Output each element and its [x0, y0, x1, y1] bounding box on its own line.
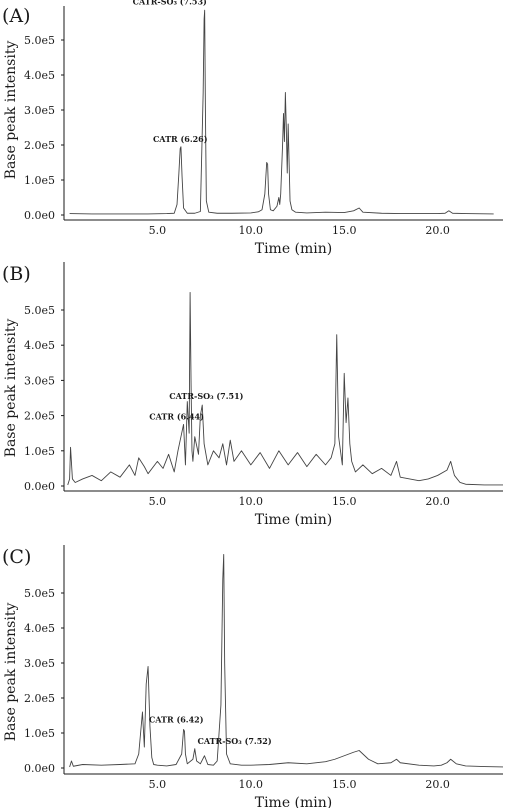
- peak-annotation: CATR-SO₃ (7.51): [169, 391, 243, 401]
- x-tick-label: 5.0: [149, 495, 167, 508]
- y-axis-title: Base peak intensity: [3, 319, 19, 458]
- y-tick-label: 4.0e5: [24, 339, 55, 352]
- x-tick-label: 10.0: [239, 224, 264, 237]
- chromatogram-trace: [67, 291, 503, 486]
- y-tick-label: 2.0e5: [24, 139, 55, 152]
- y-tick-label: 2.0e5: [24, 410, 55, 423]
- y-tick-label: 5.0e5: [24, 587, 55, 600]
- panel-label: (A): [2, 5, 31, 27]
- chart-panel-c: (C) 0.0e0 1.0e5 2.0e5 3.0e5 4.0e5 5.0e5 5.0 10.0…: [2, 545, 504, 808]
- chromatogram-trace: [69, 554, 504, 768]
- y-tick-label: 0.0e0: [24, 209, 55, 222]
- y-tick-label: 3.0e5: [24, 374, 55, 387]
- y-tick-label: 0.0e0: [24, 762, 55, 775]
- x-tick-label: 20.0: [425, 778, 450, 791]
- chromatogram-trace: [69, 9, 494, 215]
- y-tick-label: 2.0e5: [24, 692, 55, 705]
- y-tick-label: 1.0e5: [24, 445, 55, 458]
- peak-annotation: CATR (6.42): [149, 715, 204, 725]
- y-tick-label: 5.0e5: [24, 34, 55, 47]
- peak-annotation: CATR-SO₃ (7.53): [133, 0, 207, 6]
- x-axis-title: Time (min): [255, 512, 333, 528]
- y-tick-label: 0.0e0: [24, 480, 55, 493]
- peak-annotation: CATR (6.44): [149, 411, 204, 421]
- x-tick-label: 10.0: [239, 778, 264, 791]
- peak-annotation: CATR (6.26): [153, 134, 208, 144]
- x-tick-label: 15.0: [332, 224, 357, 237]
- y-tick-label: 3.0e5: [24, 657, 55, 670]
- x-tick-label: 20.0: [425, 495, 450, 508]
- y-tick-label: 3.0e5: [24, 104, 55, 117]
- x-axis-title: Time (min): [255, 795, 333, 808]
- x-tick-label: 20.0: [425, 224, 450, 237]
- x-axis-title: Time (min): [255, 241, 333, 257]
- x-tick-label: 10.0: [239, 495, 264, 508]
- x-tick-label: 15.0: [332, 778, 357, 791]
- y-axis-title: Base peak intensity: [3, 41, 19, 180]
- peak-annotation: CATR-SO₃ (7.52): [197, 736, 271, 746]
- panel-label: (C): [2, 546, 31, 568]
- chart-panel-b: (B) 0.0e0 1.0e5 2.0e5 3.0e5 4.0e5 5.0e5 5.0 10.0…: [2, 262, 503, 528]
- chart-panel-a: (A) 0.0e0 1.0e5 2.0e5 3.0e5 4.0e5 5.0e5 5.0 10.0…: [2, 0, 503, 257]
- y-axis-title: Base peak intensity: [3, 603, 19, 742]
- y-tick-label: 4.0e5: [24, 622, 55, 635]
- x-tick-label: 15.0: [332, 495, 357, 508]
- panel-label: (B): [2, 263, 31, 285]
- x-tick-label: 5.0: [149, 778, 167, 791]
- x-tick-label: 5.0: [149, 224, 167, 237]
- y-tick-label: 1.0e5: [24, 174, 55, 187]
- y-tick-label: 1.0e5: [24, 727, 55, 740]
- y-tick-label: 5.0e5: [24, 304, 55, 317]
- y-tick-label: 4.0e5: [24, 69, 55, 82]
